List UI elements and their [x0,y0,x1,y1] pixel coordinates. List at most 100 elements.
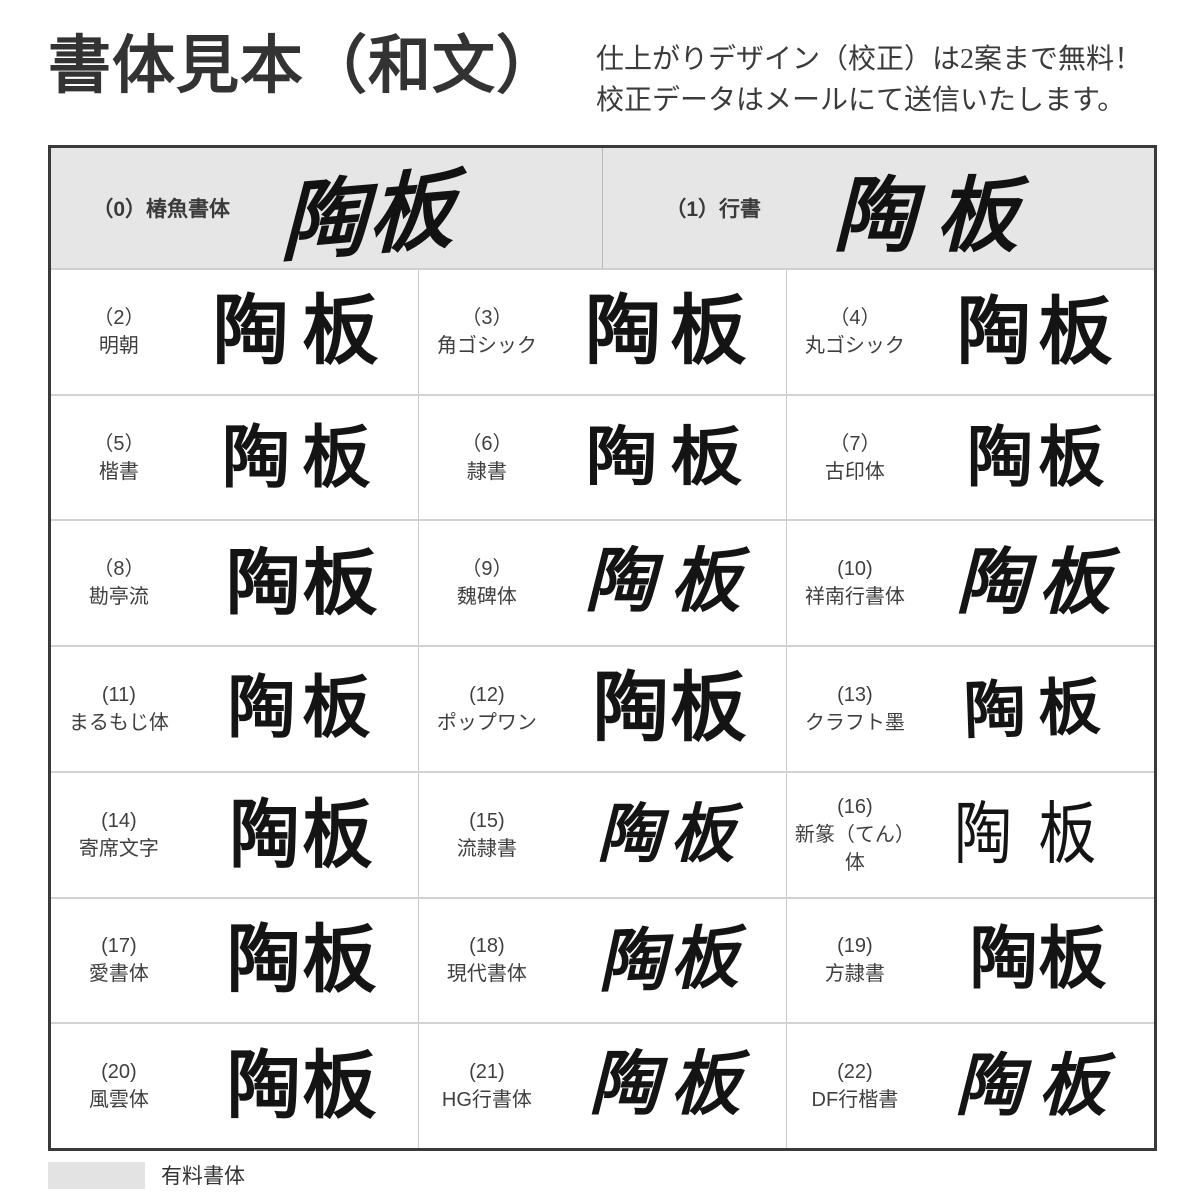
font-sample-text: 陶板 [967,418,1110,496]
font-sample-cell: (22) DF行楷書 陶板 [786,1024,1154,1149]
font-sample-text: 陶板 [584,544,756,622]
font-sample-text: 陶板 [597,919,744,1001]
font-number: (15) [469,809,505,832]
specimen-body: （2） 明朝 陶板 （3） 角ゴシック 陶板 （4） 丸ゴシック 陶板 （5） … [51,270,1154,1149]
font-name: 勘亭流 [88,586,149,609]
font-label: （8） 勘亭流 [51,555,187,611]
font-sample-text: 陶板 [592,666,748,752]
font-sample: 陶板 [187,1049,418,1123]
specimen-table: （0）椿魚書体 陶板 （1）行書 陶板 （2） 明朝 陶板 （3） 角ゴシック … [48,145,1157,1151]
font-sample-cell: （8） 勘亭流 陶板 [51,521,418,645]
font-sample-cell: (16) 新篆（てん）体 陶板 [786,772,1154,897]
font-label: （5） 楷書 [51,430,187,486]
font-sample: 陶板 [555,671,786,747]
font-name: DF行楷書 [811,1089,899,1112]
font-sample-text: 陶板 [597,798,744,870]
font-sample-cell: （9） 魏碑体 陶板 [418,521,786,646]
subtitle-line-1: 仕上がりデザイン（校正）は2案まで無料！ [596,44,1143,75]
font-name: 愛書体 [88,963,149,986]
font-sample-cell: (10) 祥南行書体 陶板 [786,521,1154,646]
font-label: （6） 隷書 [419,430,555,486]
font-label: (14) 寄席文字 [51,807,187,863]
font-sample: 陶板 [923,547,1154,619]
font-number: （2） [93,306,145,329]
font-sample-text: 陶板 [585,421,755,493]
font-sample-text: 陶板 [956,288,1120,375]
font-label: (17) 愛書体 [51,932,187,988]
font-sample: 陶板 [923,424,1154,491]
font-sample-cell: (12) ポップワン 陶板 [418,647,786,771]
font-sample: 陶板 [923,295,1154,369]
font-number: (19) [837,935,873,958]
font-number: （5） [93,432,145,455]
font-sample: 陶板 [187,923,418,997]
font-sample-text: 陶板 [956,543,1121,624]
font-sample-cell: （6） 隷書 陶板 [418,395,786,520]
font-name: 祥南行書体 [804,586,905,609]
font-number: (11) [101,684,136,707]
font-name: 寄席文字 [78,837,159,860]
font-sample: 陶板 [555,802,786,867]
font-sample-text: 陶板 [229,793,376,877]
font-label: (11) まるもじ体 [51,681,187,737]
font-name: 方隷書 [824,963,885,986]
font-sample: 陶板 [187,547,418,619]
font-name: 角ゴシック [436,334,537,357]
specimen-row: （8） 勘亭流 陶板 （9） 魏碑体 陶板 (10) 祥南行書体 陶板 [51,519,1154,646]
font-sample-text: 陶板 [962,669,1115,748]
featured-cell-1: （1）行書 陶板 [602,148,1154,268]
subtitle-line-2: 校正データはメールにて送信いたします。 [596,84,1126,116]
paid-font-legend: 有料書体 [48,1160,245,1190]
subtitle: 仕上がりデザイン（校正）は2案まで無料！ 校正データはメールにて送信いたします。 [596,40,1142,121]
featured-cell-0: （0）椿魚書体 陶板 [51,148,602,273]
font-number: (16) [837,795,873,818]
font-number: (17) [101,935,137,958]
font-name: まるもじ体 [68,712,169,735]
font-label: （1）行書 [665,198,762,221]
font-number: （8） [93,558,145,581]
font-sample: 陶板 [187,675,418,743]
font-sample: 陶板 [923,800,1154,868]
font-label: （0）椿魚書体 [92,198,231,221]
specimen-row: (14) 寄席文字 陶板 (15) 流隷書 陶板 (16) 新篆（てん）体 陶板 [51,770,1154,897]
font-number: （9） [461,558,513,581]
font-sample-text: 陶板 [222,419,383,496]
font-sample-text: 陶板 [955,1048,1122,1125]
font-sample: 陶板 [923,926,1154,994]
masthead: 書体見本（和文） 仕上がりデザイン（校正）は2案まで無料！ 校正データはメールに… [48,26,1160,121]
font-sample-cell: （4） 丸ゴシック 陶板 [786,270,1154,394]
font-name: 流隷書 [456,837,517,860]
font-label: （3） 角ゴシック [419,304,555,360]
font-name: 古印体 [824,460,885,483]
font-label: （9） 魏碑体 [419,555,555,611]
font-name: 隷書 [466,460,507,483]
font-sample-text: 陶板 [225,541,379,626]
font-sample-cell: (15) 流隷書 陶板 [418,772,786,897]
font-number: （6） [461,432,513,455]
font-sample: 陶板 [187,294,418,370]
font-sample-text: 陶板 [280,160,458,273]
font-label: (15) 流隷書 [419,807,555,863]
font-label: (19) 方隷書 [787,932,923,988]
font-name: 丸ゴシック [804,334,905,357]
font-number: （4） [829,306,881,329]
font-name: 新篆（てん）体 [794,823,915,874]
font-sample-text: 陶板 [954,795,1123,873]
font-sample-cell: (18) 現代書体 陶板 [418,898,786,1023]
font-number: （7） [829,432,881,455]
font-sample-text: 陶板 [226,918,378,1002]
font-name: HG行書体 [441,1089,532,1112]
font-label: (12) ポップワン [419,681,555,737]
font-name: 風雲体 [88,1089,149,1112]
font-number: (13) [837,684,873,707]
font-sample-cell: （5） 楷書 陶板 [51,396,418,520]
font-number: (10) [837,558,873,581]
font-name: ポップワン [436,712,537,735]
font-number: (12) [469,684,505,707]
specimen-row: (20) 風雲体 陶板 (21) HG行書体 陶板 (22) DF行楷書 陶板 [51,1022,1154,1149]
font-label: (10) 祥南行書体 [787,555,923,611]
specimen-row: (11) まるもじ体 陶板 (12) ポップワン 陶板 (13) クラフト墨 陶… [51,645,1154,771]
font-sample-text: 陶板 [226,1044,378,1128]
font-label: (20) 風雲体 [51,1058,187,1114]
